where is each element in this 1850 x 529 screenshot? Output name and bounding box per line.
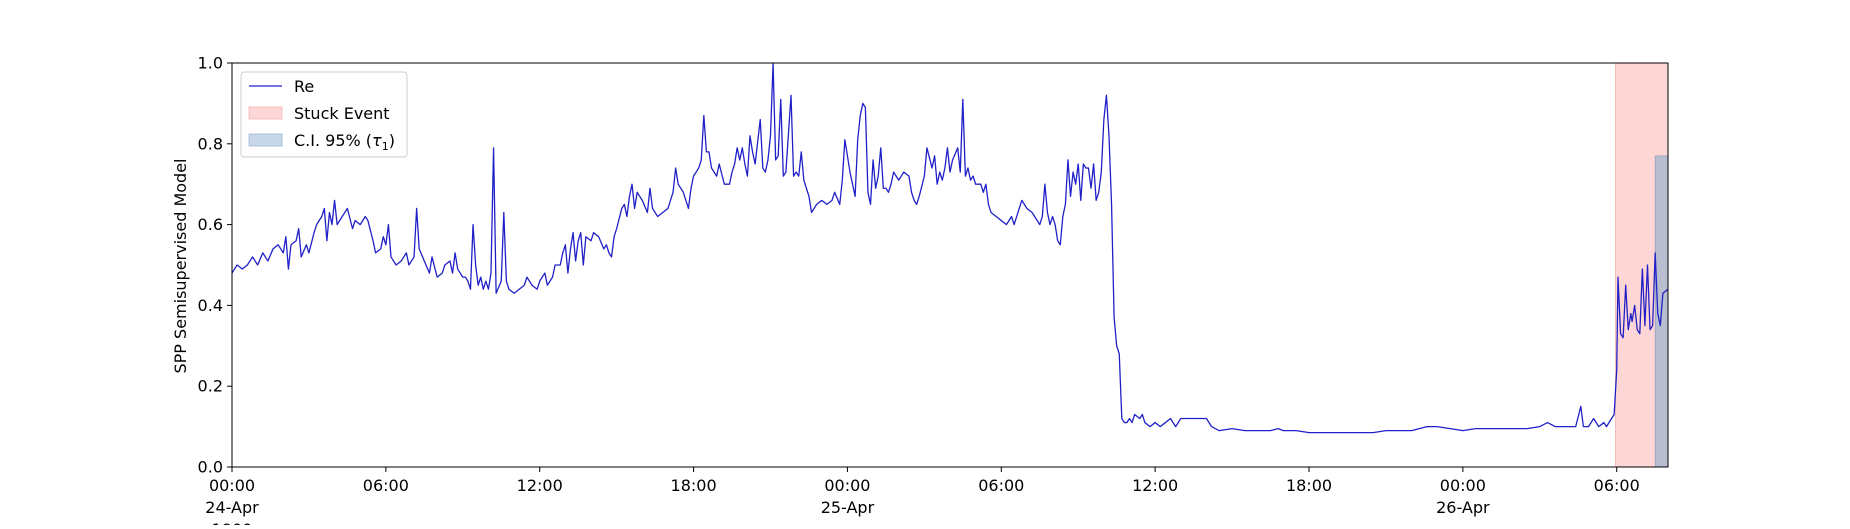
x-tick-label: 06:00 — [363, 476, 409, 495]
legend-swatch-patch — [248, 106, 283, 120]
y-axis-label: SPP Semisupervised Model — [171, 159, 190, 374]
x-tick-label: 12:00 — [1132, 476, 1178, 495]
y-tick-label: 0.0 — [198, 458, 223, 477]
legend-label: Re — [294, 77, 314, 96]
x-tick-label: 00:00 — [1440, 476, 1486, 495]
y-tick-label: 0.8 — [198, 134, 223, 153]
series-line-re — [231, 62, 1669, 434]
x-tick-label: 00:00 — [824, 476, 870, 495]
plot-frame — [231, 62, 1669, 468]
legend-swatch-patch — [248, 133, 283, 147]
y-tick-label: 1.0 — [198, 54, 223, 73]
legend-label: C.I. 95% (τ1) — [294, 131, 395, 153]
legend-box — [240, 71, 408, 158]
x-tick-label: 18:00 — [671, 476, 717, 495]
x-tick-label: 06:00 — [1594, 476, 1640, 495]
x-tick-label: 1900 — [212, 520, 253, 525]
x-tick-label: 26-Apr — [1436, 498, 1490, 517]
x-tick-label: 06:00 — [978, 476, 1024, 495]
x-tick-label: 12:00 — [517, 476, 563, 495]
x-tick-label: 25-Apr — [821, 498, 875, 517]
x-tick-label: 24-Apr — [205, 498, 259, 517]
y-tick-label: 0.2 — [198, 377, 223, 396]
y-tick-label: 0.6 — [198, 215, 223, 234]
y-tick-label: 0.4 — [198, 296, 223, 315]
legend-label: Stuck Event — [294, 104, 390, 123]
x-tick-label: 00:00 — [209, 476, 255, 495]
x-tick-label: 18:00 — [1286, 476, 1332, 495]
